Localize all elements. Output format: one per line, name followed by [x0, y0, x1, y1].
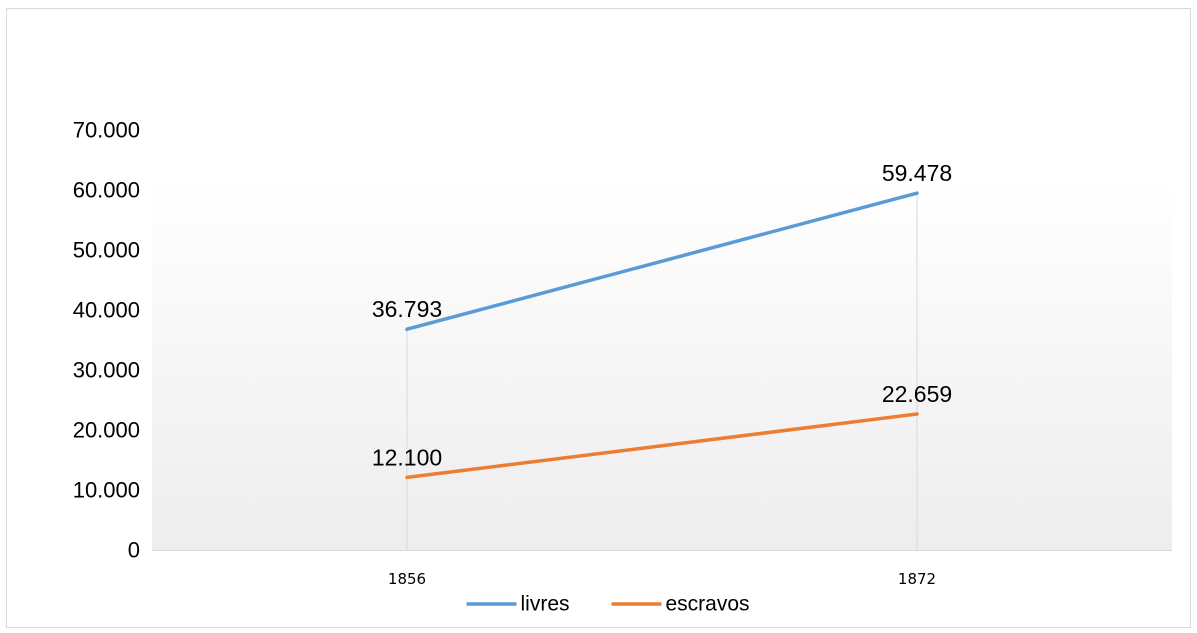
data-label: 59.478	[882, 160, 952, 186]
data-point	[405, 327, 409, 331]
y-tick-label: 70.000	[73, 118, 140, 143]
x-tick-label: 1872	[898, 570, 936, 588]
y-tick-label: 40.000	[73, 298, 140, 323]
legend-label-escravos: escravos	[666, 593, 750, 616]
data-label: 22.659	[882, 381, 952, 407]
plot-area	[152, 180, 1172, 550]
data-label: 12.100	[372, 444, 442, 470]
y-tick-label: 60.000	[73, 178, 140, 203]
legend-label-livres: livres	[521, 593, 570, 616]
y-tick-label: 20.000	[73, 418, 140, 443]
y-tick-label: 50.000	[73, 238, 140, 263]
x-tick-label: 1856	[388, 570, 426, 588]
data-point	[405, 475, 409, 479]
data-point	[915, 412, 919, 416]
series-line-livres	[405, 191, 919, 331]
y-tick-label: 0	[128, 538, 140, 563]
y-tick-label: 10.000	[73, 478, 140, 503]
y-tick-label: 30.000	[73, 358, 140, 383]
data-point	[915, 191, 919, 195]
series-line-escravos	[405, 412, 919, 480]
data-label: 36.793	[372, 296, 442, 322]
